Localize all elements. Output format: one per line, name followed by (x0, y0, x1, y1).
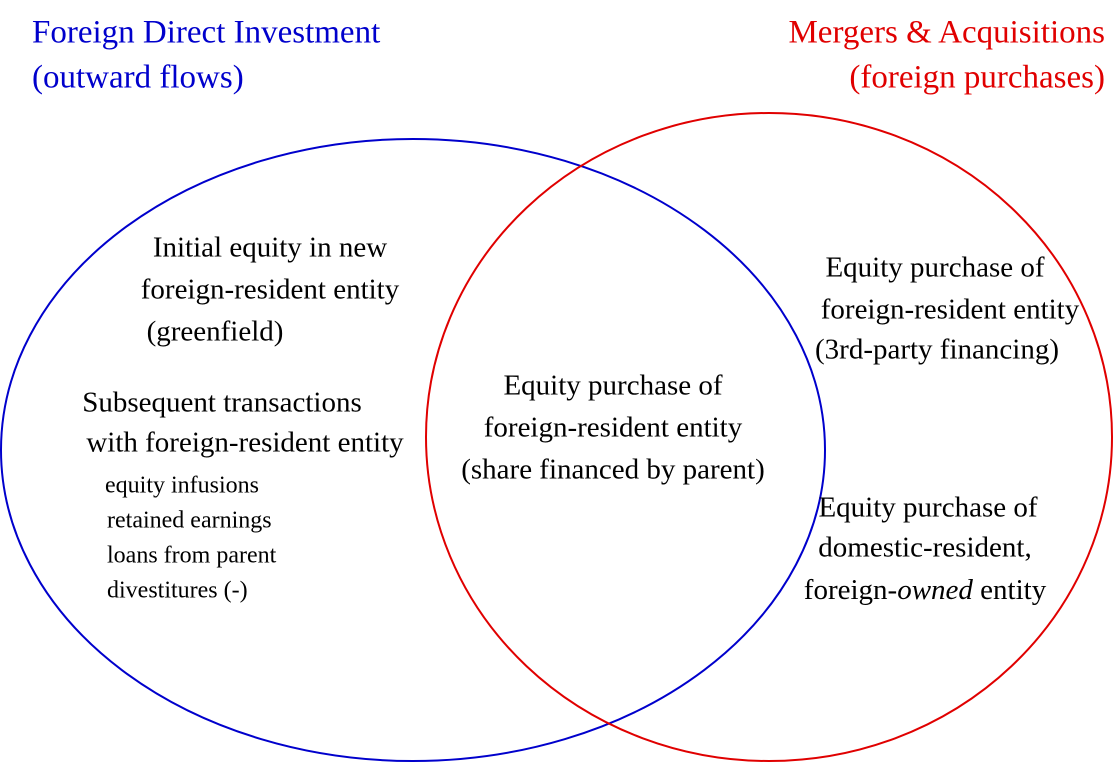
text-part: entity (973, 574, 1047, 606)
region-text: Equity purchase of (503, 370, 722, 402)
fdi-circle (0, 138, 826, 762)
list-item: loans from parent (107, 543, 277, 569)
region-text: Initial equity in new (153, 232, 387, 264)
region-text: Subsequent transactions (82, 387, 361, 419)
list-item: divestitures (-) (107, 578, 248, 604)
set-title: Foreign Direct Investment (32, 15, 380, 51)
set-title: (foreign purchases) (849, 60, 1105, 96)
region-text: foreign-resident entity (821, 294, 1080, 326)
region-text: (3rd-party financing) (815, 334, 1059, 366)
set-title: Mergers & Acquisitions (788, 15, 1105, 51)
region-text: Equity purchase of (818, 492, 1037, 524)
region-text: (share financed by parent) (461, 454, 765, 486)
text-part: owned (897, 574, 973, 606)
list-item: retained earnings (107, 508, 272, 534)
ma-circle (425, 112, 1113, 762)
region-text: foreign-resident entity (141, 274, 400, 306)
region-text: foreign-owned entity (804, 574, 1047, 606)
region-text: foreign-resident entity (484, 412, 743, 444)
set-title: (outward flows) (32, 60, 244, 96)
region-text: domestic-resident, (818, 532, 1031, 564)
list-item: equity infusions (105, 473, 259, 499)
region-text: Equity purchase of (825, 252, 1044, 284)
text-part: foreign- (804, 574, 897, 606)
region-text: with foreign-resident entity (86, 427, 404, 459)
region-text: (greenfield) (147, 316, 284, 348)
